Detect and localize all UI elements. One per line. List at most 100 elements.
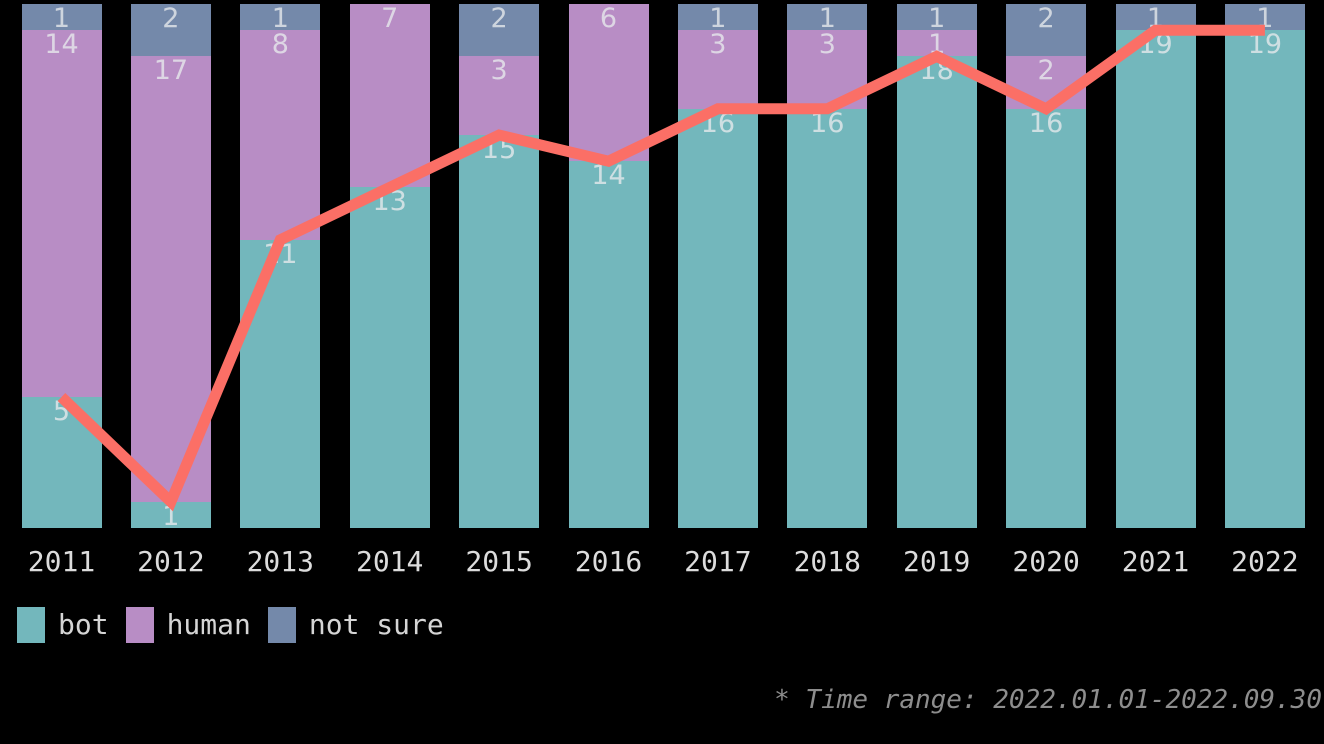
segment-bot: 11 [240,238,321,528]
segment-bot: 16 [1006,107,1087,528]
segment-value-label: 2 [1037,3,1055,34]
segment-value-label: 1 [818,3,836,34]
x-tick-label-2011: 2011 [27,545,96,578]
x-tick-label-2021: 2021 [1121,545,1190,578]
segment-human: 14 [21,29,102,397]
segment-value-label: 3 [490,55,508,87]
segment-value-label: 7 [381,3,399,34]
x-tick-label-2018: 2018 [793,545,862,578]
segment-not-sure: 2 [459,3,540,57]
segment-bot: 16 [677,107,758,528]
legend-swatch-icon [125,607,154,643]
segment-human: 3 [459,55,540,135]
segment-value-label: 13 [372,186,407,218]
segment-not-sure: 1 [1115,3,1196,34]
bar-2011: 5 14 1 [21,3,102,528]
segment-value-label: 15 [481,134,517,165]
segment-value-label: 16 [1028,107,1064,139]
segment-bot: 19 [1115,29,1196,528]
segment-bot: 15 [459,134,540,528]
segment-value-label: 19 [1247,29,1283,61]
segment-value-label: 1 [52,3,71,34]
segment-value-label: 16 [810,107,845,139]
segment-human: 1 [896,29,977,61]
segment-human: 8 [240,29,321,240]
segment-value-label: 1 [1146,3,1165,34]
segment-value-label: 16 [700,107,736,139]
x-tick-label-2012: 2012 [137,545,205,578]
x-tick-label-2015: 2015 [465,545,533,578]
segment-not-sure: 1 [1224,3,1305,34]
segment-value-label: 2 [162,3,180,34]
segment-human: 3 [787,29,868,109]
legend-label: bot [58,608,109,641]
legend-label: human [166,608,251,641]
segment-value-label: 8 [271,29,289,61]
segment-bot: 1 [130,500,211,532]
segment-not-sure: 2 [130,3,211,57]
segment-human: 17 [130,55,211,502]
legend-swatch-icon [267,607,296,643]
segment-value-label: 1 [709,3,727,34]
segment-value-label: 2 [490,3,508,34]
legend-item-bot: bot [17,607,109,643]
bar-2017: 16 3 1 [677,3,758,528]
segment-value-label: 3 [818,29,836,61]
legend-label: not sure [308,608,444,641]
segment-value-label: 1 [271,3,289,34]
segment-value-label: 1 [162,500,180,532]
legend: bot human not sure [17,607,444,643]
bar-2020: 16 2 2 [1006,3,1087,528]
footnote: * Time range: 2022.01.01-2022.09.30 [774,685,1322,715]
segment-value-label: 2 [1037,55,1055,87]
segment-value-label: 1 [1256,3,1274,34]
segment-value-label: 14 [44,29,79,61]
bar-2014: 13 7 [349,3,430,528]
x-tick-label-2013: 2013 [246,545,315,578]
bar-2022: 19 1 [1224,3,1305,528]
x-tick-label-2020: 2020 [1012,545,1080,578]
x-tick-label-2014: 2014 [355,545,424,578]
segment-value-label: 1 [928,3,946,34]
segment-human: 2 [1006,55,1087,109]
bar-2013: 11 8 1 [240,3,321,528]
segment-bot: 14 [568,160,649,528]
segment-not-sure: 2 [1006,3,1087,57]
bar-2016: 14 6 [568,3,649,528]
segment-human: 3 [677,29,758,109]
x-tick-label-2019: 2019 [902,545,971,578]
segment-bot: 13 [349,186,430,528]
segment-value-label: 17 [153,55,189,87]
segment-not-sure: 1 [240,3,321,34]
segment-not-sure: 1 [677,3,758,34]
segment-not-sure: 1 [896,3,977,34]
segment-value-label: 19 [1138,29,1173,61]
legend-item-not-sure: not sure [267,607,444,643]
segment-bot: 16 [787,107,868,528]
bar-2019: 18 1 1 [896,3,977,528]
segment-value-label: 3 [709,29,727,61]
segment-value-label: 1 [928,29,946,61]
segment-bot: 5 [21,396,102,528]
legend-item-human: human [125,607,251,643]
x-tick-label-2017: 2017 [684,545,752,578]
bar-2012: 1 17 2 [130,3,211,532]
segment-value-label: 18 [919,55,954,87]
bar-2021: 19 1 [1115,3,1196,528]
legend-swatch-icon [17,607,45,643]
segment-human: 7 [349,3,430,188]
segment-value-label: 14 [591,160,626,192]
segment-human: 6 [568,3,649,162]
bar-2018: 16 3 1 [787,3,868,528]
segment-bot: 19 [1224,29,1305,528]
segment-bot: 18 [896,55,977,528]
segment-value-label: 6 [599,3,618,34]
segment-value-label: 5 [52,396,71,427]
x-tick-label-2016: 2016 [574,545,643,578]
bar-2015: 15 3 2 [459,3,540,528]
x-tick-label-2022: 2022 [1231,545,1299,578]
segment-value-label: 11 [263,238,298,270]
segment-not-sure: 1 [21,3,102,34]
segment-not-sure: 1 [787,3,868,34]
